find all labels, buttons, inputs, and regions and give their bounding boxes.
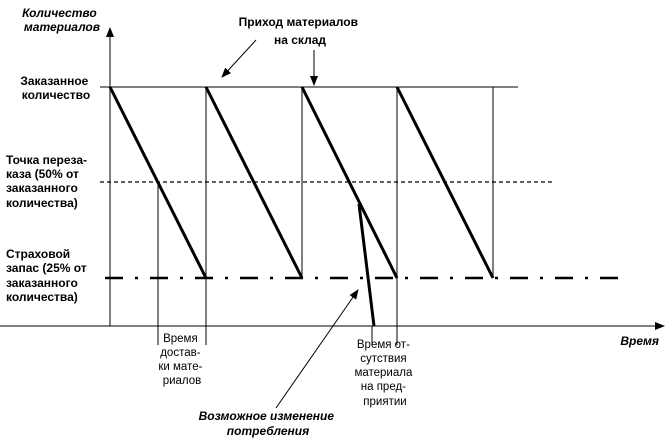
- safety-stock-label: Страховой запас (25% от заказанного коли…: [6, 247, 90, 304]
- consumption-line-4: [395, 86, 495, 279]
- arrival-arrow-diagonal: [221, 39, 257, 78]
- consumption-change-arrow: [275, 289, 359, 409]
- consumption-change-label: Возможное изменение потребления: [199, 409, 338, 438]
- consumption-line-1: [108, 86, 208, 279]
- consumption-change-line: [357, 203, 376, 327]
- y-axis-label: Количество материалов: [22, 6, 100, 34]
- x-axis-label: Время: [620, 334, 659, 348]
- consumption-line-2: [204, 86, 304, 279]
- stockout-time-label: Время от- сутствия материала на пред- пр…: [354, 339, 415, 408]
- reorder-point-label: Точка переза- каза (50% от заказанного к…: [6, 153, 90, 210]
- consumption-line-3: [300, 86, 399, 279]
- delivery-time-label: Время достав- ки мате- риалов: [158, 333, 205, 387]
- arrival-label: Приход материалов на склад: [239, 15, 362, 47]
- ordered-quantity-label: Заказанное количество: [20, 74, 91, 102]
